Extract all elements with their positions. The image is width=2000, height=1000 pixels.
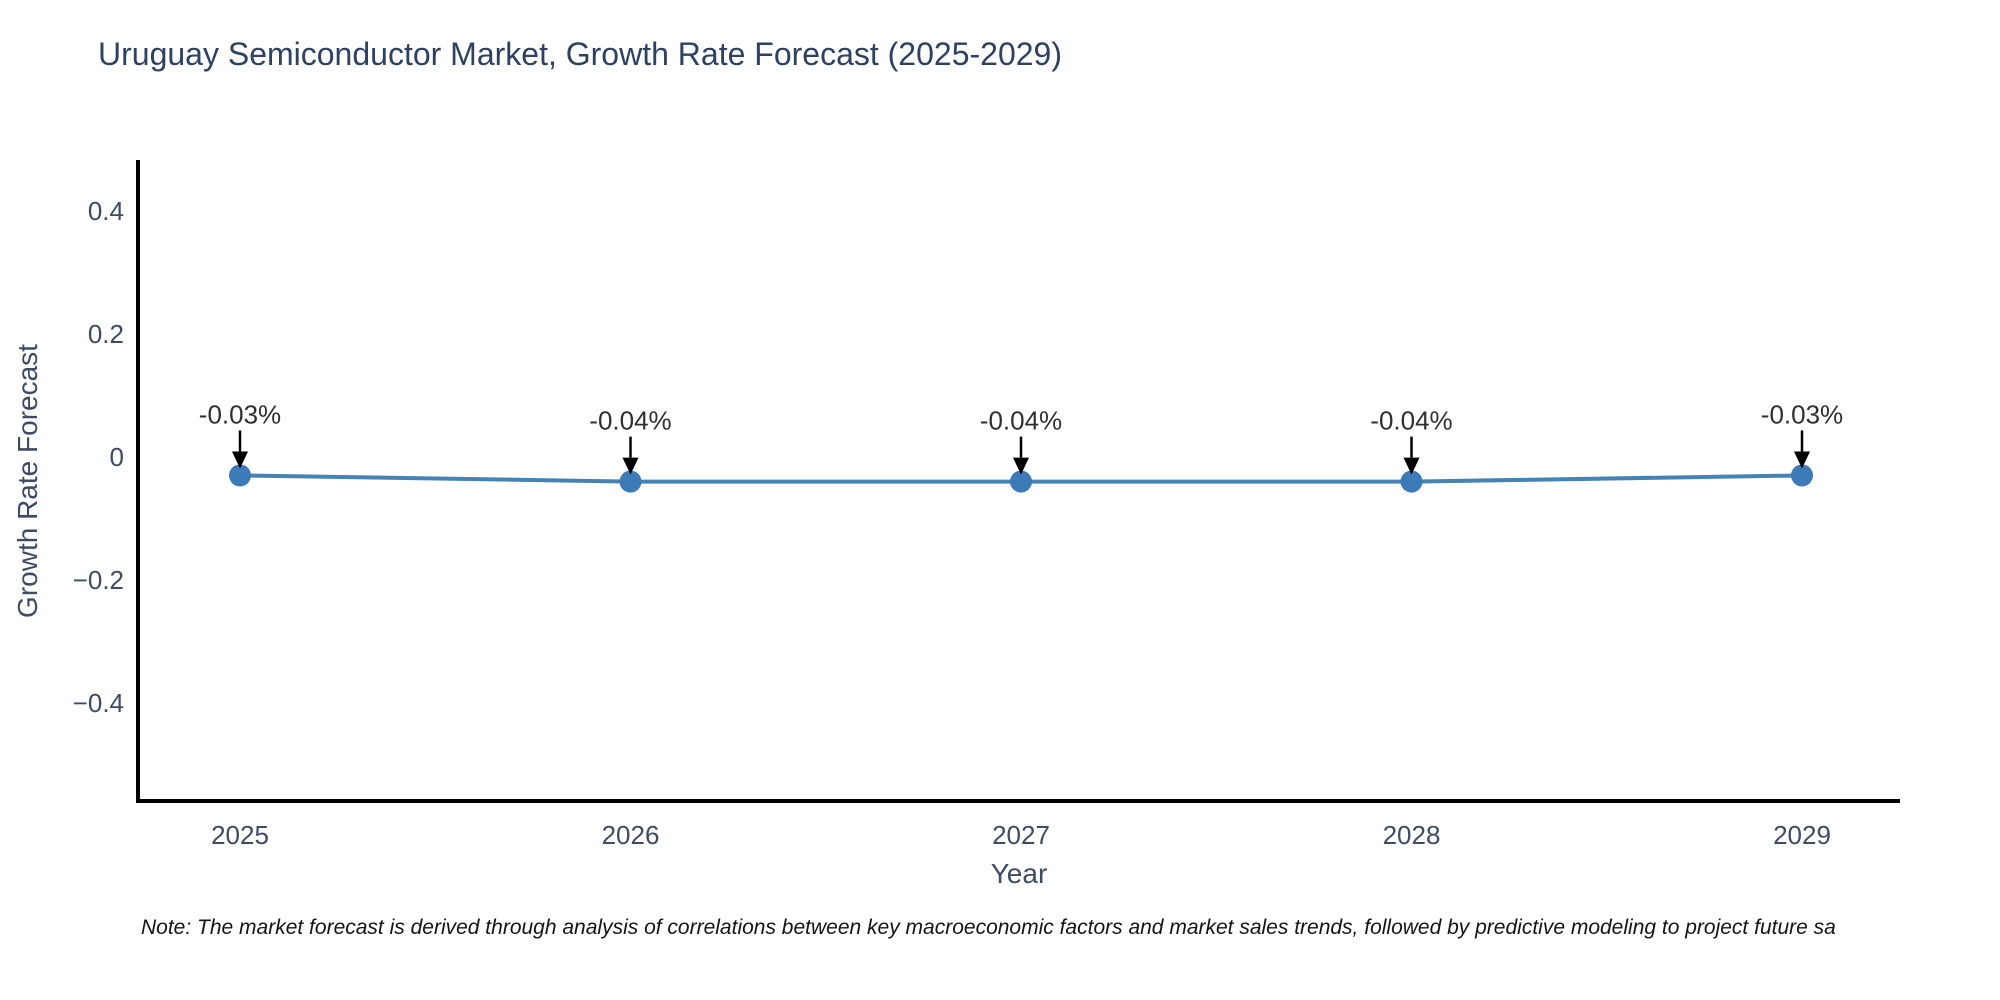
x-axis-title: Year — [990, 858, 1048, 889]
point-value-label: -0.04% — [589, 406, 671, 436]
x-tick-label: 2025 — [211, 820, 269, 850]
annotation-arrowhead — [1013, 457, 1029, 475]
y-tick-label: −0.2 — [73, 565, 124, 595]
x-tick-label: 2027 — [992, 820, 1050, 850]
x-tick-label: 2028 — [1383, 820, 1441, 850]
data-point — [1791, 464, 1813, 487]
point-value-label: -0.03% — [199, 399, 281, 429]
annotation-arrowhead — [1403, 457, 1420, 475]
point-value-label: -0.03% — [1761, 399, 1843, 429]
data-point — [619, 470, 642, 493]
data-point — [1010, 470, 1032, 493]
annotation-arrowhead — [622, 457, 639, 475]
data-point — [229, 464, 251, 487]
x-tick-label: 2026 — [602, 820, 660, 850]
data-point — [1400, 470, 1423, 493]
y-tick-label: 0 — [110, 442, 124, 472]
annotation-arrowhead — [232, 451, 248, 469]
y-tick-label: 0.2 — [88, 319, 124, 349]
x-tick-label: 2029 — [1773, 820, 1831, 850]
point-value-label: -0.04% — [980, 406, 1062, 436]
annotation-arrowhead — [1794, 451, 1810, 469]
chart-title: Uruguay Semiconductor Market, Growth Rat… — [98, 36, 1062, 72]
y-tick-label: 0.4 — [88, 196, 124, 226]
footnote: Note: The market forecast is derived thr… — [141, 916, 1836, 939]
point-value-label: -0.04% — [1370, 406, 1452, 436]
y-tick-label: −0.4 — [73, 688, 124, 718]
